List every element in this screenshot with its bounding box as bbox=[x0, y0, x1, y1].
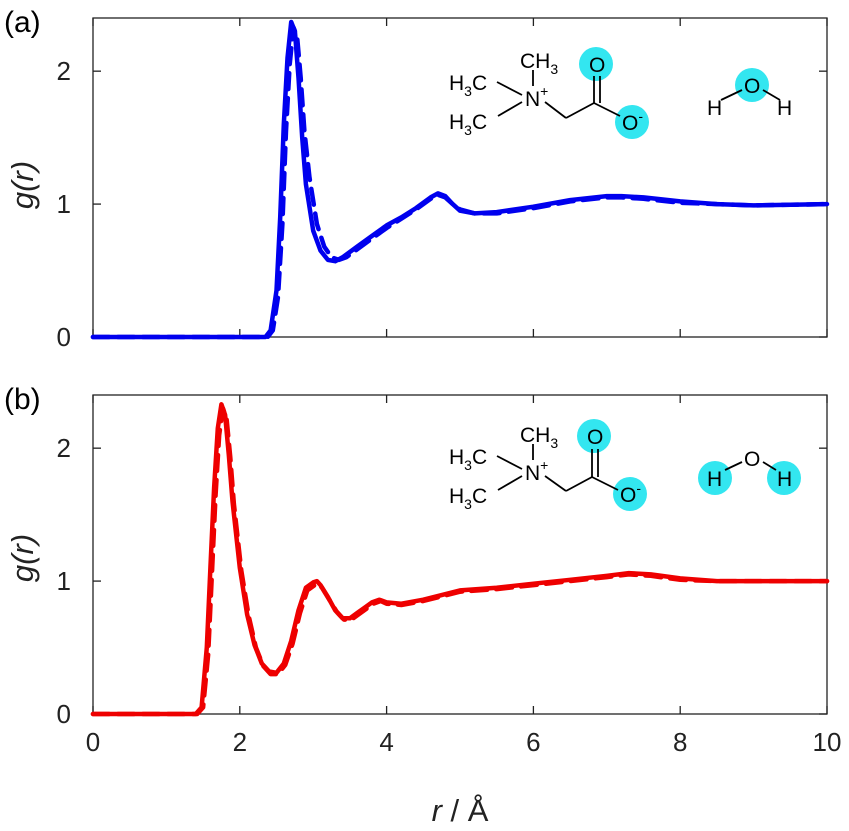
panel-a-methyl-mid: H3C bbox=[449, 72, 487, 99]
panel-b-nitrogen: N+ bbox=[525, 457, 548, 485]
bond bbox=[544, 101, 567, 119]
bond bbox=[497, 475, 523, 491]
panel-b-water-o: O bbox=[744, 448, 760, 471]
panel-b-x-tick-label: 8 bbox=[673, 727, 687, 757]
panel-a-y-axis-label-text: g(r) bbox=[5, 161, 40, 209]
panel-a-molecule-zwitterion: CH3 H3C H3C N+ O O- bbox=[449, 47, 649, 139]
x-axis-label: r / Å bbox=[432, 793, 489, 828]
panel-a-water-oxygen-highlight bbox=[735, 68, 769, 102]
bond bbox=[762, 461, 777, 471]
panel-a-oxygen-bottom: O- bbox=[622, 108, 643, 135]
panel-b-y-tick-label: 1 bbox=[57, 566, 71, 596]
panel-b-water-h-right: H bbox=[777, 468, 792, 491]
panel-a: (a) g(r) 0 1 2 CH3 H3C H3C N+ O O- bbox=[4, 6, 830, 352]
panel-a-molecule-water: H O H bbox=[707, 68, 792, 120]
panel-b-x-tick-label: 0 bbox=[86, 727, 100, 757]
bond bbox=[724, 461, 743, 471]
panel-b-water-h-left-highlight bbox=[698, 461, 732, 495]
bond bbox=[762, 89, 781, 101]
bond bbox=[497, 101, 523, 117]
panel-a-methyl-bot: H3C bbox=[449, 111, 487, 138]
bond bbox=[593, 102, 621, 117]
panel-a-y-tick-label: 0 bbox=[57, 322, 71, 352]
panel-b-x-tick-label: 4 bbox=[379, 727, 393, 757]
panel-b-oxygen-top-highlight bbox=[577, 419, 611, 453]
panel-a-series-solid bbox=[90, 19, 830, 340]
panel-b-y-tick-label: 0 bbox=[57, 699, 71, 729]
panel-b-oxygen-bottom-highlight bbox=[613, 477, 647, 511]
panel-a-oxygen-bottom-highlight bbox=[615, 105, 649, 139]
panel-a-nitrogen: N+ bbox=[525, 83, 548, 111]
panel-b-plot-area: 0 2 4 6 8 10 0 1 2 bbox=[57, 394, 842, 757]
bond bbox=[544, 475, 567, 492]
panel-b-methyl-bot: H3C bbox=[449, 485, 487, 512]
panel-a-label: (a) bbox=[4, 6, 41, 39]
panel-b-y-axis-label: g(r) bbox=[5, 534, 40, 582]
bond bbox=[496, 455, 523, 470]
panel-b-molecule-water: H O H bbox=[698, 448, 801, 495]
bond bbox=[565, 102, 595, 119]
panel-b-y-axis-label-text: g(r) bbox=[5, 534, 40, 582]
panel-a-methyl-top: CH3 bbox=[520, 50, 558, 77]
panel-b-molecule-zwitterion: CH3 H3C H3C N+ O O- bbox=[449, 419, 647, 512]
panel-a-y-tick-label: 1 bbox=[57, 189, 71, 219]
panel-a-plot-area: 0 1 2 bbox=[57, 17, 830, 352]
panel-b-oxygen-bottom: O- bbox=[620, 480, 641, 507]
bond bbox=[565, 476, 593, 492]
panel-b-oxygen-top: O bbox=[587, 426, 603, 449]
panel-a-axes-box bbox=[92, 17, 828, 338]
panel-b-series-dashed bbox=[90, 406, 830, 717]
bond bbox=[720, 89, 743, 101]
bond bbox=[496, 81, 523, 96]
panel-b-label: (b) bbox=[4, 383, 41, 416]
panel-b-x-tick-label: 10 bbox=[813, 727, 842, 757]
panel-b-methyl-mid: H3C bbox=[449, 446, 487, 473]
bond bbox=[591, 476, 619, 491]
panel-b-water-h-left: H bbox=[707, 468, 722, 491]
panel-a-water-h-left: H bbox=[707, 97, 722, 120]
panel-b-x-tick-label: 6 bbox=[526, 727, 540, 757]
panel-a-water-o: O bbox=[744, 75, 760, 98]
panel-a-series-dashed bbox=[90, 25, 830, 340]
panel-a-y-axis-label: g(r) bbox=[5, 161, 40, 209]
panel-b: (b) g(r) 0 2 4 6 8 10 0 1 2 CH3 H3C H3C N+ O O- bbox=[4, 383, 841, 757]
panel-b-y-tick-label: 2 bbox=[57, 433, 71, 463]
panel-b-axes-box bbox=[92, 394, 828, 715]
panel-a-water-h-right: H bbox=[777, 97, 792, 120]
panel-a-oxygen-top-highlight bbox=[579, 47, 613, 81]
panel-b-methyl-top: CH3 bbox=[520, 424, 558, 451]
panel-a-y-tick-label: 2 bbox=[57, 56, 71, 86]
panel-a-oxygen-top: O bbox=[589, 54, 605, 77]
panel-b-x-tick-label: 2 bbox=[233, 727, 247, 757]
